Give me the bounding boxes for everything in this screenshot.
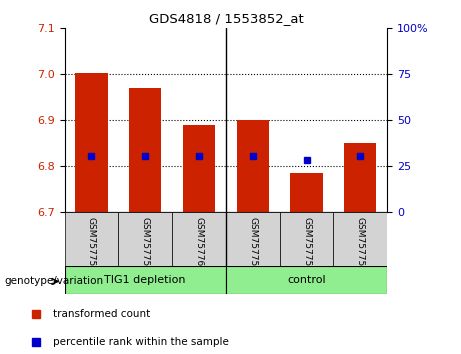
Bar <box>226 266 387 294</box>
Bar <box>65 212 118 266</box>
Text: GSM757760: GSM757760 <box>195 217 203 272</box>
Bar <box>129 88 161 212</box>
Text: GDS4818 / 1553852_at: GDS4818 / 1553852_at <box>148 12 303 25</box>
Bar <box>290 173 323 212</box>
Text: control: control <box>287 275 326 285</box>
Bar <box>65 266 226 294</box>
Bar <box>118 212 172 266</box>
Text: TIG1 depletion: TIG1 depletion <box>105 275 186 285</box>
Bar <box>172 212 226 266</box>
Text: GSM757758: GSM757758 <box>87 217 96 272</box>
Text: GSM757756: GSM757756 <box>302 217 311 272</box>
Text: GSM757759: GSM757759 <box>141 217 150 272</box>
Bar <box>333 212 387 266</box>
Text: percentile rank within the sample: percentile rank within the sample <box>53 337 229 347</box>
Text: genotype/variation: genotype/variation <box>5 276 104 286</box>
Bar <box>183 125 215 212</box>
Bar <box>280 212 333 266</box>
Bar <box>75 73 107 212</box>
Text: GSM757757: GSM757757 <box>356 217 365 272</box>
Text: transformed count: transformed count <box>53 309 150 319</box>
Bar <box>344 143 377 212</box>
Bar <box>236 120 269 212</box>
Bar <box>226 212 280 266</box>
Text: GSM757755: GSM757755 <box>248 217 257 272</box>
